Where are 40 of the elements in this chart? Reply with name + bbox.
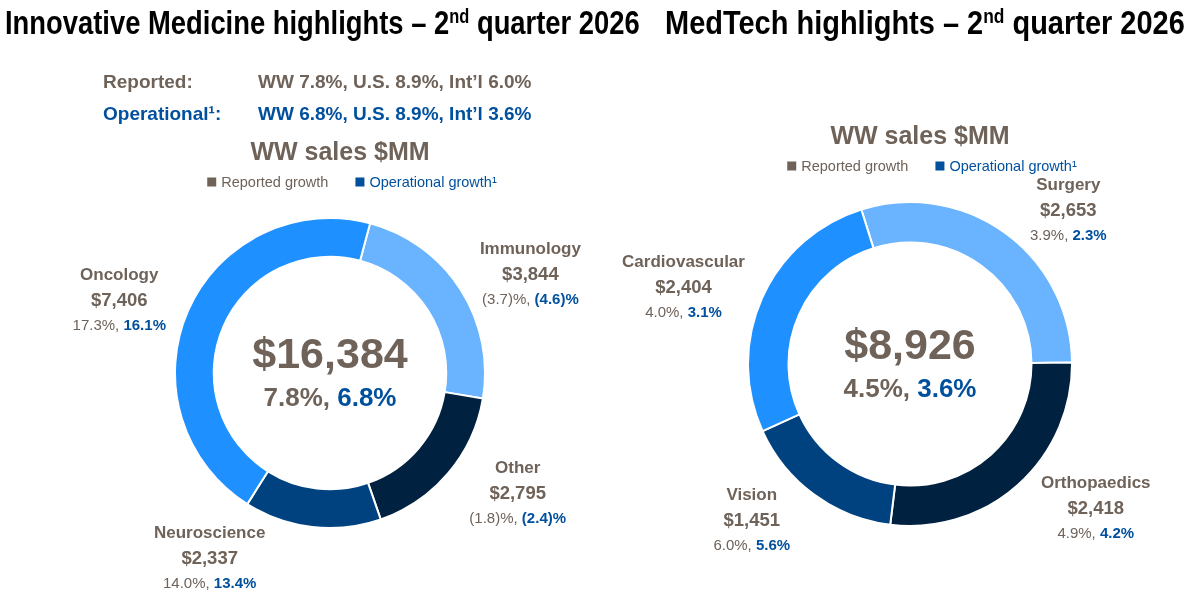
data-label: $2,795 [489, 481, 547, 503]
text: (1.8)%, (2.4)% [469, 508, 567, 526]
slice-label: Cardiovascular [622, 251, 746, 271]
data-label: $7,406 [90, 288, 148, 310]
text: 6.0%, 5.6% [713, 535, 791, 553]
text: WW 6.8%, U.S. 8.9%, Int’l 3.6% [258, 102, 532, 124]
text: $16,384 [252, 329, 408, 377]
text: Operational¹: [103, 102, 222, 124]
text: Reported growth [801, 158, 909, 174]
slice-label: Surgery [1036, 174, 1101, 194]
slice-label: Orthopaedics [1040, 472, 1151, 492]
text: 14.0%, 13.4% [162, 573, 257, 591]
text: $8,926 [844, 320, 976, 368]
text: Reported growth [221, 174, 329, 190]
slice-label: Oncology [80, 264, 160, 284]
text: 4.0%, 3.1% [645, 302, 722, 320]
text: Operational growth¹ [369, 174, 497, 190]
chart-title: MedTech highlights – 2$^{nd}$ quarter 2026 [665, 2, 1185, 42]
text: 4.5%, 3.6% [843, 373, 977, 403]
text: 7.8%, 6.8% [263, 382, 397, 412]
slice-label: Immunology [479, 238, 582, 258]
slice-label: Vision [726, 484, 778, 504]
chart-subtitle: WW sales $MM [830, 121, 1010, 149]
text: Operational growth¹ [949, 158, 1077, 174]
text: 17.3%, 16.1% [72, 315, 166, 333]
text: WW 7.8%, U.S. 8.9%, Int’l 6.0% [258, 70, 532, 92]
slice-label: Neuroscience [153, 522, 266, 542]
data-label: $2,404 [655, 275, 713, 297]
text: 3.9%, 2.3% [1029, 225, 1107, 243]
data-label: $2,418 [1067, 496, 1125, 518]
text: Reported: [103, 70, 193, 92]
data-label: $3,844 [502, 262, 560, 284]
chart-title: Innovative Medicine highlights – 2$^{nd}$ quarter 2026 [5, 3, 640, 42]
chart-subtitle: WW sales $MM [250, 137, 430, 165]
text: 4.9%, 4.2% [1057, 523, 1135, 541]
data-label: $2,653 [1040, 198, 1097, 220]
data-label: $2,337 [181, 546, 238, 568]
slice-label: Other [495, 457, 541, 477]
data-label: $1,451 [723, 508, 781, 530]
text: (3.7)%, (4.6)% [482, 289, 579, 307]
